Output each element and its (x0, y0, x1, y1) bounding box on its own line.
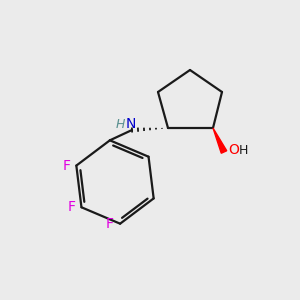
Text: F: F (62, 159, 70, 172)
Text: N: N (126, 117, 136, 131)
Text: F: F (68, 200, 76, 214)
Text: O: O (228, 143, 239, 157)
Text: F: F (106, 217, 114, 231)
Text: H: H (239, 143, 248, 157)
Text: H: H (115, 118, 125, 130)
Polygon shape (213, 128, 227, 153)
